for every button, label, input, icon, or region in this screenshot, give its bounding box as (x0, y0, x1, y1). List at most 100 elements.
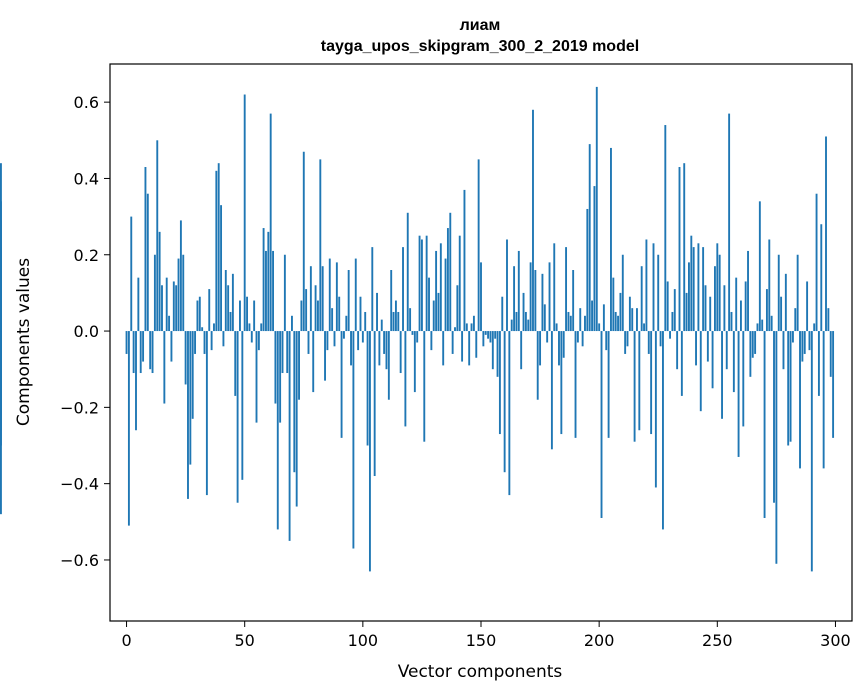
bar-269 (761, 319, 764, 332)
bar-41 (222, 331, 225, 347)
bar-283 (794, 308, 797, 332)
bar-8 (144, 167, 147, 332)
bar-197 (591, 300, 594, 332)
bar-136 (446, 228, 449, 332)
bar-147 (472, 315, 475, 332)
bar-60 (267, 231, 270, 332)
bar-160 (503, 331, 506, 473)
bar-252 (721, 331, 723, 419)
bar-178 (546, 331, 549, 343)
bar-192 (579, 308, 582, 332)
x-tick-label: 250 (702, 631, 733, 650)
bar-82 (319, 159, 322, 332)
bar-182 (555, 323, 558, 332)
bar-127 (425, 235, 428, 332)
bar-190 (574, 331, 577, 438)
bar-98 (357, 331, 360, 351)
bar-184 (560, 331, 563, 435)
bar-57 (260, 323, 263, 332)
bar-129 (430, 331, 433, 351)
bar-83 (321, 266, 324, 332)
bar-221 (647, 331, 650, 354)
bar-62 (272, 250, 274, 332)
bar-251 (718, 254, 721, 332)
y-tick-label: −0.2 (60, 398, 99, 417)
bar-146 (470, 323, 473, 332)
bar-200 (598, 323, 601, 332)
bar-18 (168, 315, 171, 332)
bar-101 (364, 311, 367, 332)
bar-104 (371, 247, 374, 332)
bar-79 (312, 331, 315, 393)
bar-15 (161, 285, 163, 332)
bar-42 (224, 270, 227, 332)
bar-272 (768, 239, 771, 332)
bar-84 (324, 331, 326, 381)
bar-210 (621, 254, 624, 332)
bar-249 (714, 266, 716, 332)
bar-series (0, 86, 835, 572)
bar-180 (550, 331, 553, 450)
bar-16 (163, 331, 166, 404)
bar-223 (652, 243, 655, 332)
bar-250 (716, 243, 719, 332)
bar-109 (383, 331, 386, 354)
bar-175 (539, 331, 542, 366)
bar-238 (688, 262, 690, 332)
bar-139 (454, 327, 456, 332)
bar-278 (782, 331, 785, 370)
bar-32 (201, 327, 204, 332)
bar-94 (347, 270, 350, 332)
bar-195 (586, 208, 589, 332)
bar-132 (437, 292, 440, 332)
bar-77 (307, 331, 310, 354)
bar-43 (227, 285, 230, 332)
bar-282 (791, 331, 794, 343)
bar-121 (411, 331, 414, 335)
bar-undefined (0, 323, 2, 332)
bar-7 (142, 331, 145, 362)
y-tick-label: −0.6 (60, 551, 99, 570)
bar-186 (565, 247, 568, 332)
bar-277 (780, 296, 783, 332)
bar-56 (257, 331, 260, 351)
bar-24 (182, 254, 185, 332)
bar-196 (588, 144, 591, 332)
bar-297 (827, 308, 830, 332)
bar-91 (340, 331, 343, 438)
y-tick-label: 0.2 (74, 246, 99, 265)
bar-202 (602, 304, 605, 332)
bar-255 (728, 113, 731, 332)
bar-289 (808, 331, 811, 351)
bar-13 (156, 140, 159, 332)
bar-166 (517, 250, 520, 332)
bar-108 (380, 319, 383, 332)
bar-67 (283, 254, 286, 332)
bar-172 (532, 109, 534, 332)
bar-88 (333, 331, 336, 347)
bar-102 (366, 331, 369, 446)
bar-299 (832, 331, 835, 438)
bar-26 (187, 331, 189, 499)
bar-231 (671, 311, 674, 332)
bar-74 (300, 300, 303, 332)
bar-229 (666, 281, 669, 332)
bar-21 (175, 285, 178, 332)
y-tick-label: 0.4 (74, 169, 99, 188)
bar-185 (562, 331, 565, 358)
bar-260 (739, 300, 742, 332)
bar-267 (756, 323, 759, 332)
bar-236 (683, 163, 686, 332)
bar-232 (673, 289, 676, 332)
bar-208 (617, 315, 619, 332)
bar-126 (423, 331, 426, 442)
bar-19 (170, 331, 173, 362)
bar-115 (397, 311, 400, 332)
bar-174 (536, 331, 539, 400)
bar-285 (799, 331, 801, 469)
bar-39 (217, 163, 220, 332)
x-tick-label: 300 (820, 631, 851, 650)
bar-189 (572, 270, 575, 332)
bar-112 (390, 270, 393, 332)
